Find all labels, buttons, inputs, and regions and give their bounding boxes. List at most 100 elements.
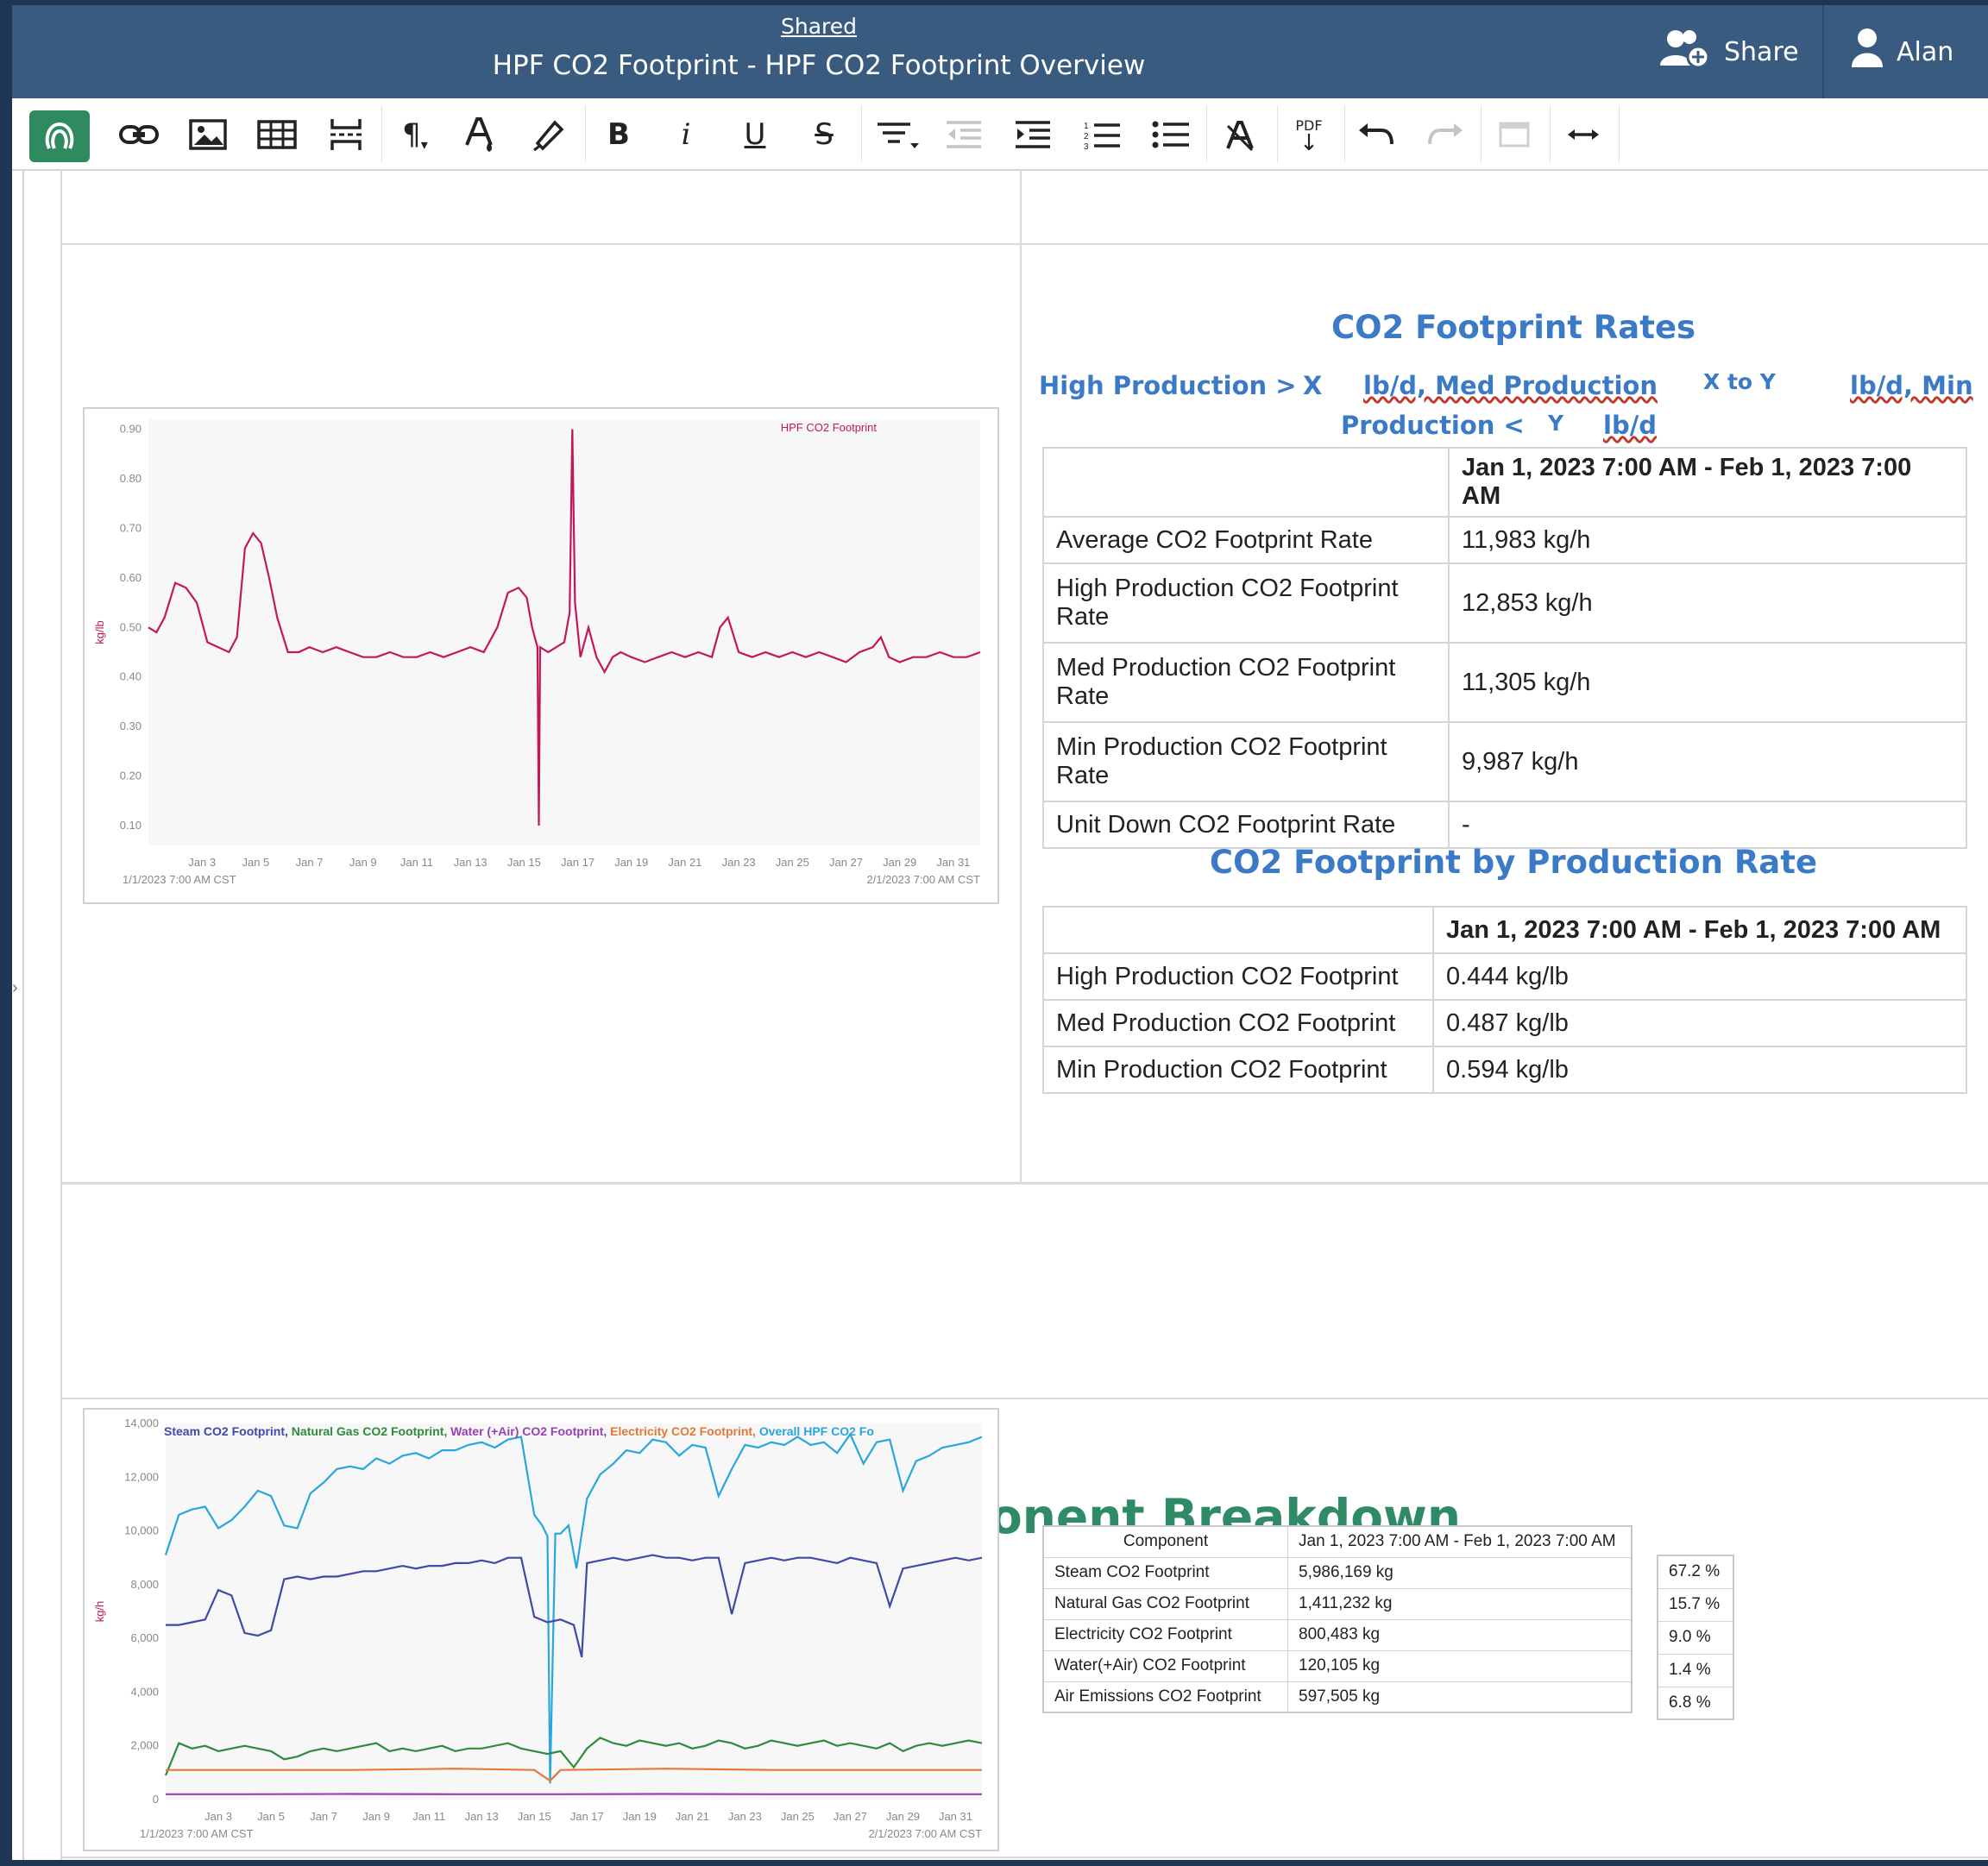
x-tick-label: Jan 5 — [242, 856, 269, 869]
fullscreen-icon[interactable] — [1484, 109, 1544, 160]
chart-svg: 0.90 0.80 0.70 0.60 0.50 0.40 0.30 0.20 0.10 Jan … — [93, 421, 981, 886]
paragraph-format-icon[interactable]: ¶ ▾ — [402, 117, 428, 153]
rates-table: Jan 1, 2023 7:00 AM - Feb 1, 2023 7:00 A… — [1042, 447, 1967, 849]
font-color-icon[interactable] — [450, 109, 511, 160]
byrate-value: 0.444 kg/lb — [1432, 952, 1967, 1001]
component-label: Natural Gas CO2 Footprint — [1042, 1587, 1288, 1620]
layout-border — [60, 1857, 1988, 1858]
component-value: 800,483 kg — [1287, 1618, 1633, 1651]
undo-icon[interactable] — [1346, 109, 1406, 160]
shared-link[interactable]: Shared — [780, 14, 857, 39]
table-row: Natural Gas CO2 Footprint 1,411,232 kg — [1042, 1587, 1633, 1620]
legend-entry: HPF CO2 Footprint — [781, 421, 878, 434]
bullet-list-icon[interactable] — [1141, 109, 1201, 160]
table-row: Jan 1, 2023 7:00 AM - Feb 1, 2023 7:00 A… — [1042, 447, 1967, 518]
x-tick-label: Jan 9 — [349, 856, 377, 869]
rate-value: - — [1448, 801, 1967, 849]
layout-border — [60, 243, 1988, 245]
range-end-label: 2/1/2023 7:00 AM CST — [868, 1827, 982, 1840]
underline-icon[interactable]: U — [744, 117, 766, 152]
document-title: HPF CO2 Footprint - HPF CO2 Footprint Ov… — [492, 50, 1146, 81]
range-start-label: 1/1/2023 7:00 AM CST — [140, 1827, 254, 1840]
rates-subline-2c: lb/d — [1603, 411, 1657, 440]
pdf-export-icon[interactable]: PDF ↓ — [1295, 116, 1323, 156]
table-icon[interactable] — [247, 109, 307, 160]
layout-border — [60, 171, 62, 1860]
x-tick-label: Jan 3 — [188, 856, 216, 869]
table-row: Min Production CO2 Footprint Rate 9,987 … — [1042, 721, 1967, 802]
percent-value: 6.8 % — [1657, 1686, 1734, 1720]
y-tick-label: 0.30 — [120, 719, 142, 732]
rates-subline-1c: lb/d, Med Production — [1363, 371, 1658, 400]
rate-value: 12,853 kg/h — [1448, 562, 1967, 644]
link-icon[interactable] — [109, 109, 169, 160]
align-icon[interactable] — [868, 109, 928, 160]
percent-value: 15.7 % — [1657, 1587, 1734, 1622]
x-tick-label: Jan 5 — [257, 1810, 285, 1823]
x-tick-label: Jan 23 — [728, 1810, 762, 1823]
x-tick-label: Jan 25 — [781, 1810, 815, 1823]
italic-icon[interactable]: i — [681, 117, 691, 152]
image-icon[interactable] — [178, 109, 238, 160]
table-row: Steam CO2 Footprint 5,986,169 kg — [1042, 1556, 1633, 1589]
x-tick-label: Jan 17 — [570, 1810, 604, 1823]
series-line — [164, 1432, 983, 1784]
redo-icon[interactable] — [1415, 109, 1475, 160]
document-body[interactable]: › 0.90 0.80 0.70 0.60 0.50 0.40 0.30 0.20 0.10 Ja… — [12, 171, 1988, 1860]
highlight-icon[interactable] — [518, 109, 578, 160]
x-tick-label: Jan 21 — [676, 1810, 709, 1823]
rate-label: High Production CO2 Footprint Rate — [1042, 562, 1450, 644]
percent-value: 1.4 % — [1657, 1653, 1734, 1687]
user-name: Alan — [1897, 36, 1954, 67]
rates-subline-1d: X to Y — [1703, 369, 1776, 394]
x-tick-label: Jan 25 — [776, 856, 809, 869]
toolbar-divider — [585, 105, 586, 162]
legend: Steam CO2 Footprint, Natural Gas CO2 Foo… — [164, 1424, 874, 1438]
table-row: Jan 1, 2023 7:00 AM - Feb 1, 2023 7:00 A… — [1042, 906, 1967, 954]
x-tick-label: Jan 19 — [623, 1810, 657, 1823]
user-menu-button[interactable]: Alan — [1850, 5, 1953, 98]
range-end-label: 2/1/2023 7:00 AM CST — [866, 873, 980, 886]
component-header: Component — [1042, 1525, 1288, 1558]
clear-format-icon[interactable] — [1210, 109, 1270, 160]
y-axis-label: kg/lb — [93, 620, 106, 644]
table-row: High Production CO2 Footprint Rate 12,85… — [1042, 562, 1967, 644]
table-row: 6.8 % — [1657, 1686, 1734, 1720]
chart-svg: 14,000 12,000 10,000 8,000 6,000 4,000 2,000 0 J… — [93, 1417, 983, 1840]
y-tick-label: 0.90 — [120, 422, 142, 435]
toolbar-divider — [861, 105, 862, 162]
series-line — [166, 1554, 983, 1658]
table-cell — [1042, 447, 1450, 518]
rate-label: Min Production CO2 Footprint Rate — [1042, 721, 1450, 802]
x-tick-label: Jan 29 — [886, 1810, 920, 1823]
indent-icon[interactable] — [1003, 109, 1063, 160]
width-toggle-icon[interactable] — [1553, 109, 1614, 160]
table-row: Med Production CO2 Footprint Rate 11,305… — [1042, 642, 1967, 723]
table-row: 67.2 % — [1657, 1555, 1734, 1589]
strikethrough-icon[interactable]: S — [815, 117, 834, 152]
co2-footprint-chart[interactable]: 0.90 0.80 0.70 0.60 0.50 0.40 0.30 0.20 0.10 Jan … — [83, 407, 999, 904]
y-tick-label: 8,000 — [130, 1578, 159, 1591]
chart-plot-area — [166, 1423, 982, 1800]
bold-icon[interactable]: B — [607, 117, 630, 152]
share-button[interactable]: Share — [1658, 5, 1799, 98]
outdent-icon[interactable] — [934, 109, 994, 160]
y-tick-label: 0.40 — [120, 670, 142, 683]
seeq-logo-button[interactable] — [29, 110, 90, 162]
byrate-table: Jan 1, 2023 7:00 AM - Feb 1, 2023 7:00 A… — [1042, 906, 1967, 1094]
component-breakdown-chart[interactable]: 14,000 12,000 10,000 8,000 6,000 4,000 2,000 0 J… — [83, 1408, 999, 1851]
legend-entry: Water (+Air) CO2 Footprint, — [450, 1424, 610, 1438]
component-value: 5,986,169 kg — [1287, 1556, 1633, 1589]
toolbar-divider — [381, 105, 382, 162]
page-break-icon[interactable] — [316, 109, 376, 160]
breakdown-period-header: Jan 1, 2023 7:00 AM - Feb 1, 2023 7:00 A… — [1287, 1525, 1633, 1558]
layout-border — [60, 1182, 1988, 1184]
expand-rail-icon[interactable]: › — [12, 978, 18, 997]
percent-value: 9.0 % — [1657, 1620, 1734, 1655]
y-tick-label: 0.80 — [120, 472, 142, 485]
y-tick-label: 0.10 — [120, 819, 142, 832]
svg-text:1: 1 — [1084, 122, 1089, 131]
table-row: Unit Down CO2 Footprint Rate - — [1042, 801, 1967, 849]
